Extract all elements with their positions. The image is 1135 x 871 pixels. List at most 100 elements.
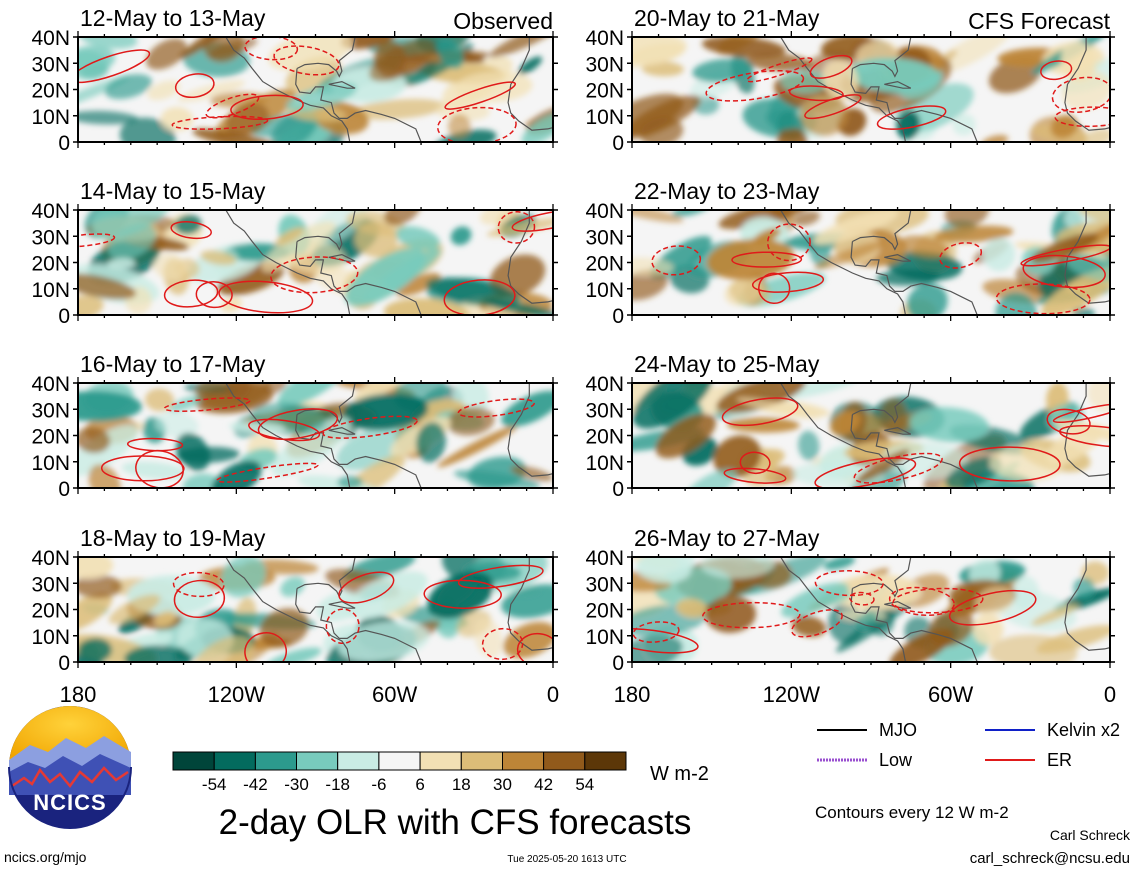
- x-tick-label: 120W: [763, 682, 821, 707]
- y-tick-label: 20N: [31, 253, 70, 276]
- x-tick-label: 180: [614, 682, 651, 707]
- y-tick-label: 40N: [31, 373, 70, 396]
- x-tick-label: 60W: [928, 682, 973, 707]
- panel-title: 22-May to 23-May: [634, 178, 820, 204]
- panel-title: 16-May to 17-May: [80, 351, 266, 377]
- legend: MJO Kelvin x2 Low ER: [817, 720, 1120, 770]
- y-tick-label: 10N: [585, 452, 624, 475]
- y-tick-label: 20N: [585, 600, 624, 623]
- legend-label: Low: [879, 750, 913, 770]
- colorbar-swatch: [296, 751, 339, 771]
- y-tick-label: 30N: [31, 226, 70, 249]
- map-panel: 40N 30N 20N 10N 0 18-May to 19-May 180 120W 60W 0: [31, 525, 559, 707]
- y-tick-label: 40N: [31, 547, 70, 570]
- legend-label: Kelvin x2: [1047, 720, 1120, 740]
- legend-item: Kelvin x2: [985, 720, 1120, 740]
- y-tick-label: 40N: [585, 547, 624, 570]
- panel-title: 24-May to 25-May: [634, 351, 820, 377]
- y-tick-label: 30N: [31, 573, 70, 596]
- colorbar-label: -6: [371, 775, 386, 794]
- y-tick-label: 10N: [31, 279, 70, 302]
- panel-title: 12-May to 13-May: [80, 5, 266, 31]
- x-tick-label: 120W: [208, 682, 266, 707]
- colorbar-label: 42: [534, 775, 553, 794]
- y-tick-label: 10N: [585, 106, 624, 129]
- timestamp: Tue 2025-05-20 1613 UTC: [507, 854, 626, 865]
- y-tick-label: 30N: [585, 53, 624, 76]
- units-label: W m-2: [650, 763, 709, 785]
- map-panel: 40N 30N 20N 10N 0 22-May to 23-May: [585, 178, 1115, 328]
- colorbar-swatch: [584, 751, 627, 771]
- map-panel: 40N 30N 20N 10N 0 26-May to 27-May 180 120W 60W 0: [585, 525, 1116, 707]
- legend-item: Low: [817, 750, 913, 770]
- colorbar-label: -54: [202, 775, 227, 794]
- colorbar-swatch: [419, 751, 462, 771]
- legend-label: MJO: [879, 720, 917, 740]
- website: ncics.org/mjo: [4, 849, 87, 865]
- colorbar-swatch: [337, 751, 380, 771]
- colorbar-swatch: [378, 751, 421, 771]
- colorbar-swatch: [502, 751, 545, 771]
- y-tick-label: 0: [612, 652, 624, 675]
- ncics-logo: NCICS: [8, 706, 132, 829]
- map-panel: 40N 30N 20N 10N 0 12-May to 13-May Observed: [31, 5, 558, 155]
- main-title: 2-day OLR with CFS forecasts: [219, 803, 692, 842]
- colorbar-label: -30: [284, 775, 309, 794]
- y-tick-label: 10N: [31, 626, 70, 649]
- colorbar-label: 6: [415, 775, 424, 794]
- y-tick-label: 0: [612, 478, 624, 501]
- colorbar-label: 18: [452, 775, 471, 794]
- email: carl_schreck@ncsu.edu: [970, 850, 1130, 867]
- map-panel: 40N 30N 20N 10N 0 20-May to 21-May CFS Forecas…: [585, 5, 1115, 155]
- y-tick-label: 0: [58, 305, 70, 328]
- y-tick-label: 40N: [585, 200, 624, 223]
- map-panel: 40N 30N 20N 10N 0 16-May to 17-May: [31, 351, 558, 501]
- y-tick-label: 30N: [585, 573, 624, 596]
- y-tick-label: 10N: [31, 452, 70, 475]
- panel-tag: CFS Forecast: [968, 8, 1110, 34]
- panel-tag: Observed: [453, 8, 553, 34]
- panel-title: 14-May to 15-May: [80, 178, 266, 204]
- y-tick-label: 0: [612, 132, 624, 155]
- author: Carl Schreck: [1050, 827, 1131, 843]
- y-tick-label: 30N: [585, 226, 624, 249]
- colorbar-label: 54: [575, 775, 594, 794]
- y-tick-label: 30N: [31, 53, 70, 76]
- panel-title: 20-May to 21-May: [634, 5, 820, 31]
- y-tick-label: 20N: [31, 80, 70, 103]
- legend-label: ER: [1047, 750, 1072, 770]
- y-tick-label: 20N: [585, 80, 624, 103]
- colorbar-swatch: [172, 751, 215, 771]
- x-tick-label: 0: [1104, 682, 1116, 707]
- colorbar-label: -18: [325, 775, 350, 794]
- map-panel: 40N 30N 20N 10N 0 24-May to 25-May: [585, 351, 1115, 501]
- y-tick-label: 40N: [585, 27, 624, 50]
- panel-title: 18-May to 19-May: [80, 525, 266, 551]
- x-tick-label: 180: [60, 682, 97, 707]
- colorbar-swatch: [254, 751, 298, 771]
- y-tick-label: 40N: [585, 373, 624, 396]
- colorbar-swatch: [543, 751, 586, 771]
- y-tick-label: 10N: [585, 279, 624, 302]
- colorbar-label: 30: [493, 775, 512, 794]
- colorbar-swatch: [460, 751, 503, 771]
- y-tick-label: 30N: [31, 399, 70, 422]
- panel-title: 26-May to 27-May: [634, 525, 820, 551]
- y-tick-label: 0: [58, 478, 70, 501]
- y-tick-label: 40N: [31, 200, 70, 223]
- map-panel: 40N 30N 20N 10N 0 14-May to 15-May: [31, 178, 558, 328]
- y-tick-label: 30N: [585, 399, 624, 422]
- x-tick-label: 60W: [372, 682, 417, 707]
- logo-text: NCICS: [33, 790, 106, 815]
- y-tick-label: 10N: [31, 106, 70, 129]
- legend-item: MJO: [817, 720, 917, 740]
- y-tick-label: 20N: [31, 426, 70, 449]
- y-tick-label: 0: [58, 132, 70, 155]
- colorbar-label: -42: [243, 775, 268, 794]
- x-tick-label: 0: [547, 682, 559, 707]
- y-tick-label: 0: [58, 652, 70, 675]
- y-tick-label: 20N: [31, 600, 70, 623]
- y-tick-label: 40N: [31, 27, 70, 50]
